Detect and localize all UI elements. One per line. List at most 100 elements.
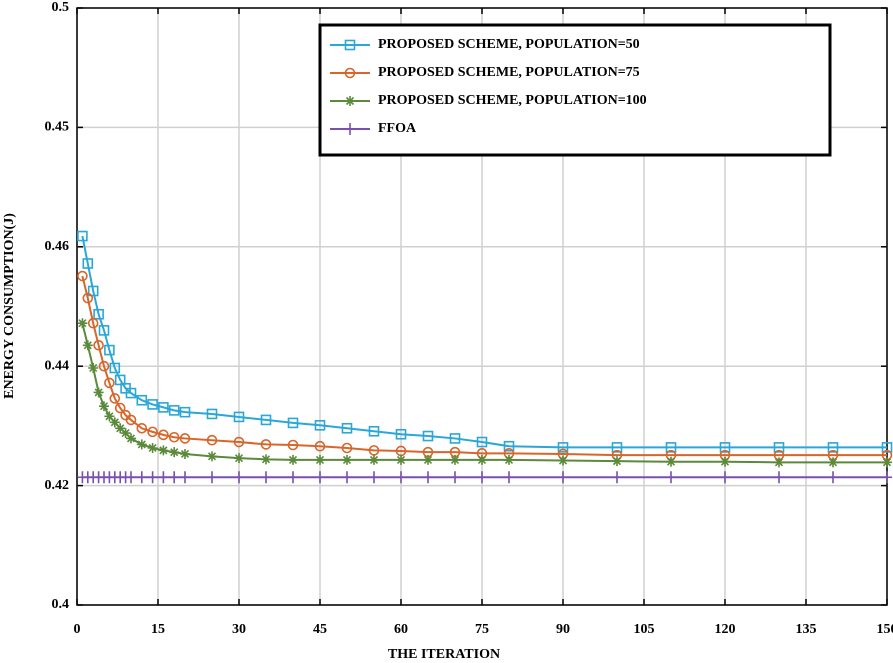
marker [287, 439, 299, 451]
marker [369, 471, 379, 484]
marker [234, 453, 244, 464]
marker [82, 292, 94, 304]
marker [422, 430, 434, 442]
marker [341, 442, 353, 454]
marker [169, 447, 180, 458]
y-tick-label: 0.44 [45, 358, 70, 373]
marker [504, 471, 514, 484]
marker [774, 471, 784, 484]
marker [261, 454, 271, 465]
x-tick-label: 0 [74, 622, 81, 637]
marker [125, 387, 137, 399]
marker [344, 39, 356, 51]
x-tick-label: 120 [715, 622, 736, 637]
marker [881, 442, 893, 453]
marker [665, 442, 677, 453]
marker [557, 442, 569, 453]
marker [93, 387, 104, 398]
marker [423, 471, 433, 484]
legend-box [318, 23, 832, 157]
marker [233, 436, 245, 448]
series-line [81, 235, 887, 449]
marker [104, 344, 115, 356]
marker [828, 457, 838, 468]
marker [115, 423, 126, 434]
marker [260, 439, 272, 450]
marker [774, 457, 784, 468]
marker [147, 442, 158, 453]
marker [114, 374, 126, 386]
marker [88, 362, 99, 373]
marker [260, 414, 272, 426]
x-tick-label: 60 [394, 622, 408, 637]
legend-label: PROPOSED SCHEME, POPULATION=100 [378, 93, 647, 108]
marker [341, 422, 353, 434]
x-tick-label: 75 [475, 622, 489, 637]
marker [114, 402, 126, 414]
marker [612, 471, 622, 484]
marker [98, 325, 110, 336]
marker [288, 454, 298, 465]
marker [158, 471, 169, 484]
marker [125, 414, 137, 426]
marker [98, 360, 110, 372]
marker [180, 448, 190, 459]
marker [558, 471, 568, 484]
marker [136, 439, 147, 450]
marker [158, 402, 169, 413]
marker [882, 457, 892, 468]
x-tick-label: 90 [556, 622, 570, 637]
marker [666, 471, 676, 484]
marker [395, 428, 407, 440]
marker [368, 425, 380, 437]
marker [449, 433, 461, 444]
legend-label: FFOA [378, 121, 417, 136]
y-axis-label: ENERGY CONSUMPTION(J) [2, 213, 17, 399]
marker [126, 433, 136, 444]
marker [450, 471, 460, 484]
marker [261, 471, 271, 484]
marker [87, 317, 99, 329]
marker [720, 456, 730, 467]
marker [558, 455, 568, 466]
marker [612, 456, 622, 467]
marker [315, 454, 325, 465]
marker [477, 471, 487, 484]
y-tick-label: 0.46 [45, 239, 70, 254]
marker [342, 454, 352, 465]
x-axis-label: THE ITERATION [388, 647, 500, 662]
marker [396, 454, 406, 465]
x-tick-label: 15 [151, 622, 165, 637]
marker [666, 456, 676, 467]
marker [77, 318, 88, 329]
marker [180, 471, 190, 484]
marker [503, 440, 515, 452]
marker [136, 471, 147, 484]
plot-frame [76, 7, 888, 606]
marker [169, 471, 180, 484]
y-tick-label: 0.45 [45, 120, 70, 135]
marker [179, 406, 191, 418]
marker [109, 393, 121, 404]
marker [287, 417, 299, 429]
y-tick-label: 0.42 [45, 478, 70, 493]
marker [93, 340, 104, 351]
marker [77, 230, 88, 242]
marker [120, 428, 131, 439]
marker [82, 340, 93, 351]
marker [136, 394, 148, 406]
marker [179, 433, 191, 444]
marker [827, 442, 839, 453]
marker [147, 471, 158, 484]
marker [369, 454, 379, 465]
marker [234, 471, 244, 484]
marker [342, 471, 352, 484]
marker [104, 377, 115, 389]
marker [611, 442, 623, 453]
marker [158, 445, 169, 456]
marker [207, 471, 217, 484]
marker [206, 408, 218, 420]
marker [719, 442, 731, 453]
marker [345, 123, 355, 135]
marker [99, 401, 109, 412]
